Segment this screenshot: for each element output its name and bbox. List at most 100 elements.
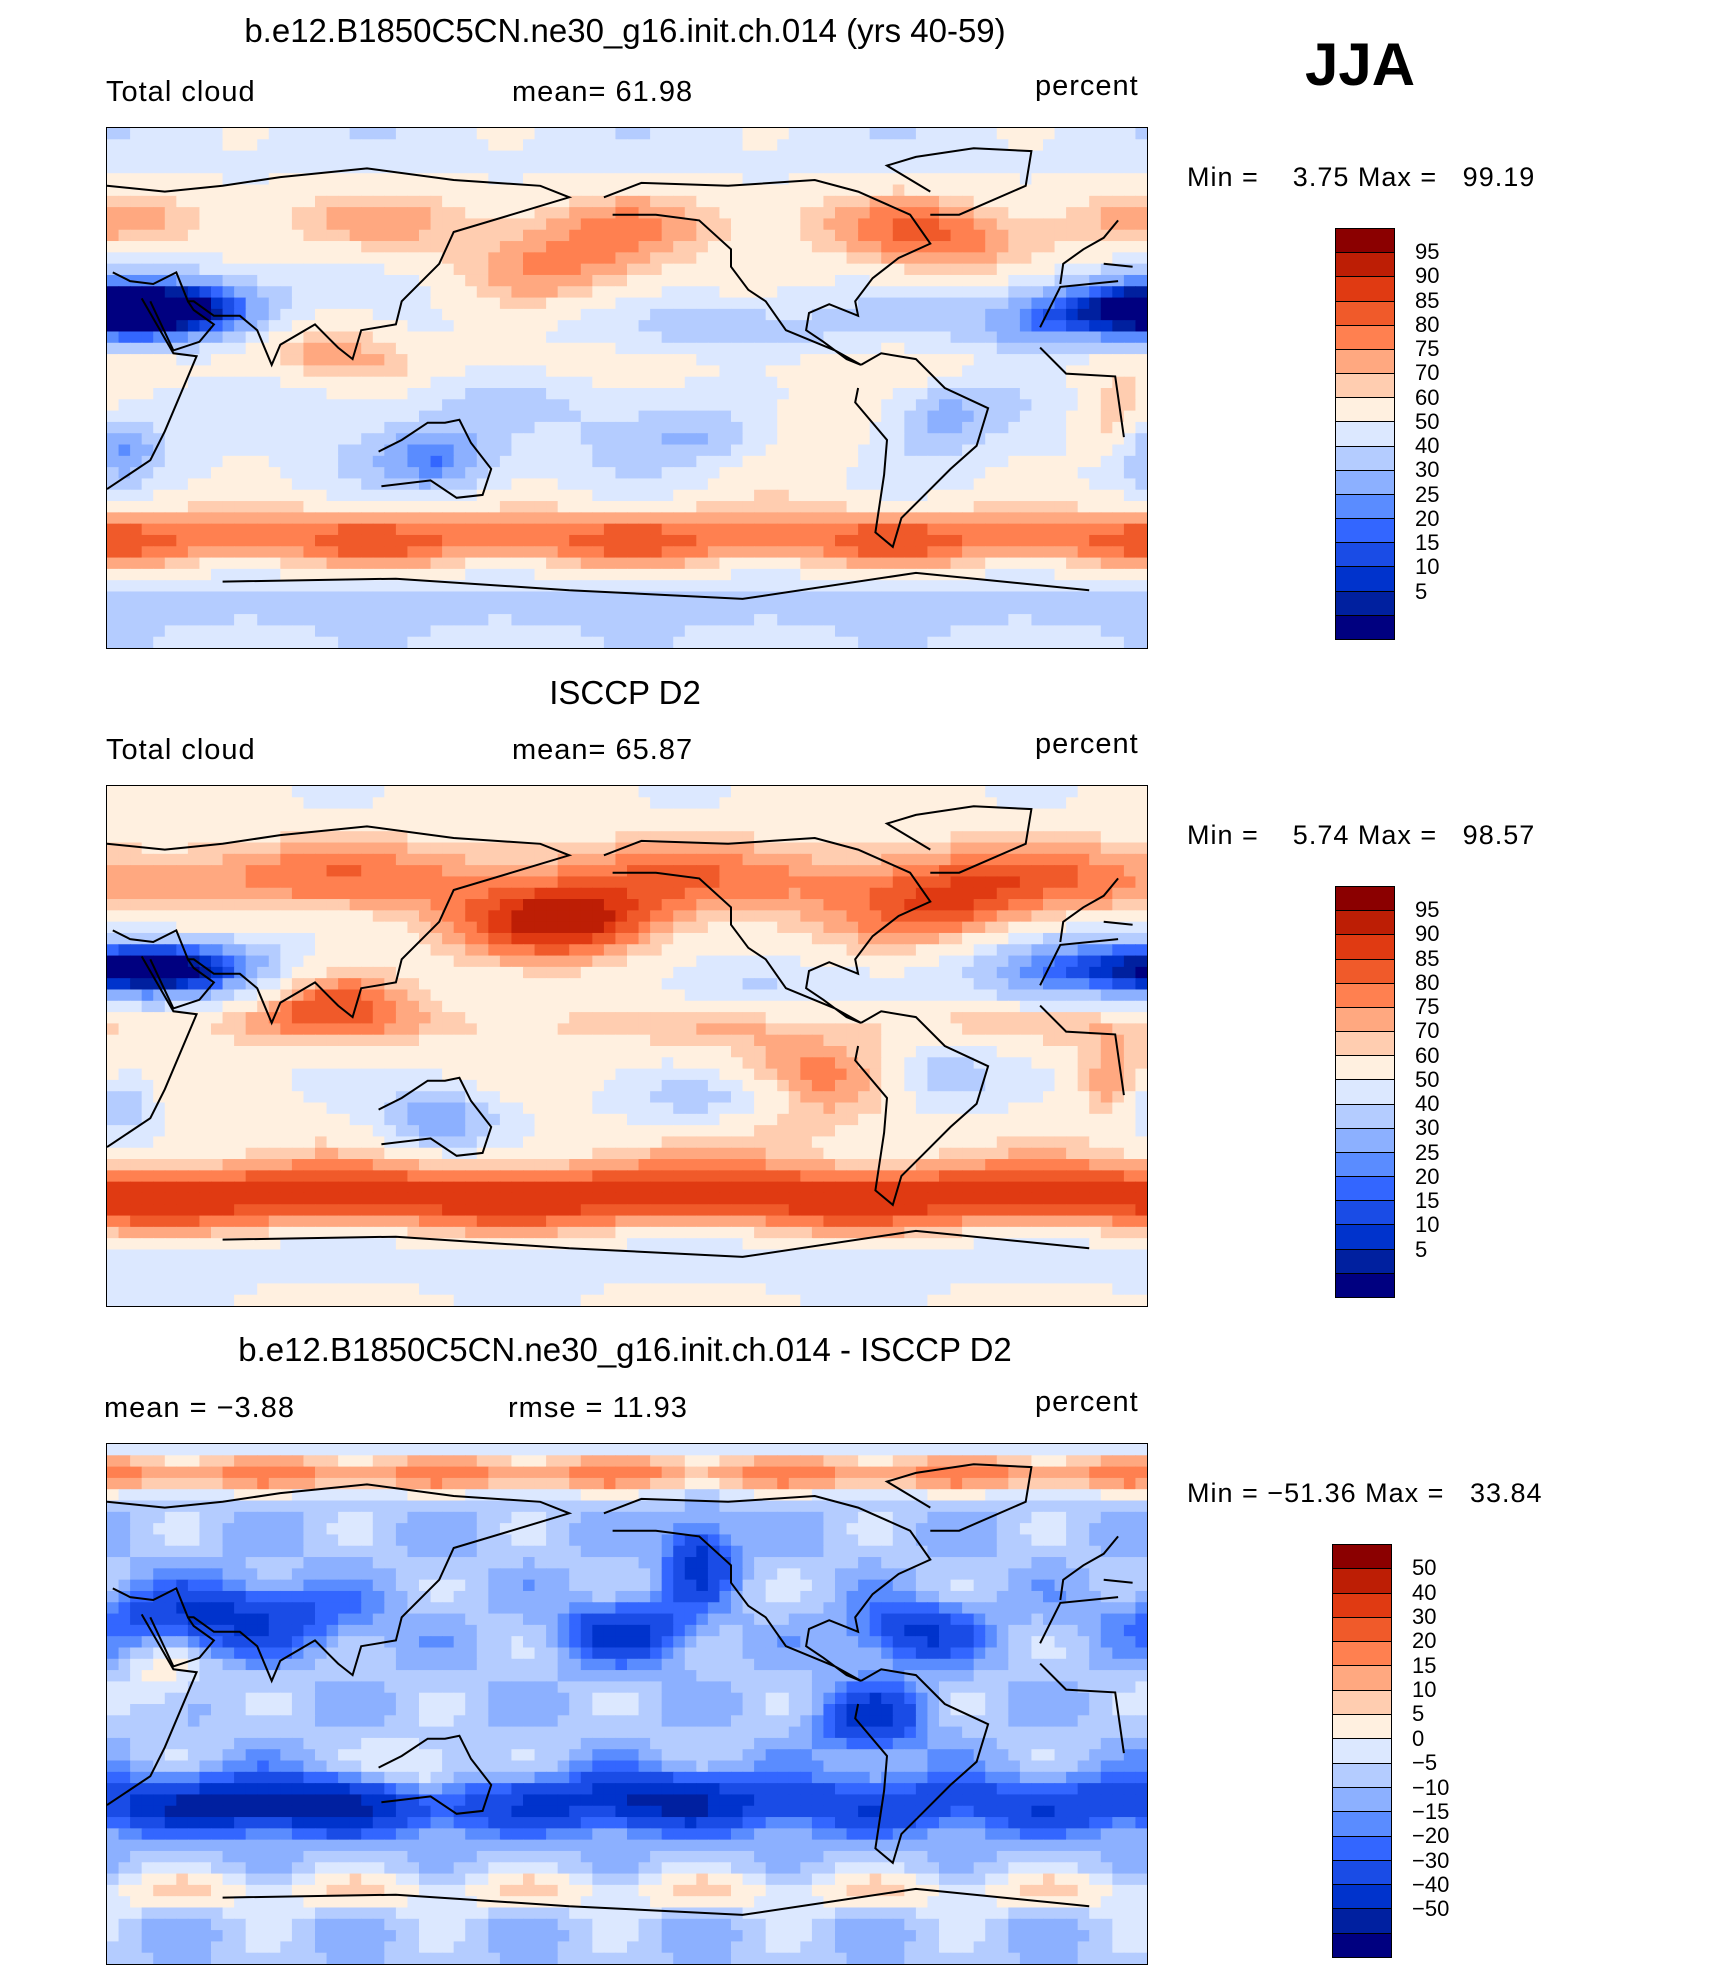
- contour-cell: [107, 614, 120, 626]
- contour-cell: [719, 478, 732, 491]
- contour-cell: [118, 421, 131, 434]
- contour-cell: [349, 797, 362, 810]
- contour-cell: [315, 636, 328, 648]
- contour-cell: [1019, 808, 1033, 821]
- contour-cell: [326, 808, 339, 821]
- contour-cell: [927, 444, 940, 457]
- contour-cell: [754, 512, 767, 525]
- contour-cell: [915, 523, 929, 536]
- contour-cell: [592, 534, 605, 547]
- contour-cell: [465, 297, 478, 310]
- contour-cell: [1043, 139, 1056, 152]
- contour-cell: [731, 455, 744, 468]
- contour-cell: [534, 534, 547, 547]
- contour-cell: [442, 354, 455, 366]
- contour-cell: [754, 557, 767, 570]
- contour-cell: [118, 797, 131, 810]
- contour-cell: [707, 139, 721, 152]
- contour-cell: [280, 591, 293, 604]
- contour-cell: [696, 173, 709, 186]
- contour-cell: [372, 297, 385, 310]
- contour-cell: [1123, 195, 1137, 208]
- contour-cell: [650, 546, 663, 559]
- contour-cell: [788, 252, 801, 265]
- contour-cell: [361, 831, 374, 844]
- contour-cell: [280, 501, 293, 513]
- contour-cell: [650, 139, 663, 152]
- contour-cell: [1123, 580, 1137, 593]
- contour-cell: [904, 444, 917, 457]
- contour-cell: [546, 297, 559, 310]
- contour-cell: [939, 523, 952, 536]
- contour-cell: [361, 399, 374, 412]
- contour-cell: [476, 365, 489, 378]
- contour-cell: [627, 808, 640, 821]
- contour-cell: [661, 546, 674, 559]
- contour-cell: [465, 263, 478, 276]
- contour-cell: [973, 455, 986, 468]
- contour-cell: [407, 331, 420, 344]
- contour-cell: [338, 819, 351, 832]
- contour-cell: [453, 173, 466, 186]
- contour-cell: [881, 865, 894, 878]
- contour-cell: [580, 819, 593, 832]
- contour-cell: [1135, 342, 1147, 355]
- contour-cell: [742, 819, 755, 832]
- contour-cell: [915, 625, 929, 638]
- contour-cell: [153, 546, 166, 559]
- contour-cell: [534, 388, 547, 400]
- contour-cell: [811, 433, 825, 446]
- contour-cell: [130, 591, 143, 604]
- contour-cell: [315, 501, 328, 513]
- contour-cell: [222, 331, 235, 344]
- contour-cell: [754, 365, 767, 378]
- contour-cell: [904, 218, 917, 231]
- contour-cell: [569, 150, 582, 163]
- contour-cell: [407, 354, 420, 366]
- contour-cell: [673, 218, 686, 231]
- contour-cell: [569, 602, 582, 615]
- contour-cell: [939, 263, 952, 276]
- contour-cell: [673, 808, 686, 821]
- contour-cell: [395, 591, 409, 604]
- contour-cell: [627, 534, 640, 547]
- contour-cell: [858, 218, 871, 231]
- contour-cell: [488, 331, 501, 344]
- contour-cell: [742, 433, 755, 446]
- contour-cell: [1054, 354, 1067, 366]
- contour-cell: [118, 218, 131, 231]
- contour-cell: [569, 376, 582, 389]
- contour-cell: [788, 865, 801, 878]
- contour-cell: [777, 128, 790, 140]
- contour-cell: [800, 523, 813, 536]
- contour-cell: [1019, 150, 1033, 163]
- contour-cell: [962, 354, 975, 366]
- contour-cell: [176, 320, 189, 333]
- contour-cell: [546, 139, 559, 152]
- contour-cell: [869, 128, 882, 140]
- contour-cell: [719, 842, 732, 855]
- contour-cell: [754, 478, 767, 491]
- contour-cell: [453, 602, 466, 615]
- contour-cell: [257, 625, 270, 638]
- contour-cell: [361, 421, 374, 434]
- contour-cell: [1066, 263, 1079, 276]
- contour-cell: [985, 354, 998, 366]
- contour-cell: [950, 512, 963, 525]
- contour-cell: [430, 150, 443, 163]
- contour-cell: [141, 286, 154, 299]
- contour-cell: [661, 320, 674, 333]
- contour-cell: [326, 274, 339, 287]
- contour-cell: [661, 342, 674, 355]
- contour-cell: [187, 286, 201, 299]
- contour-cell: [719, 534, 732, 547]
- contour-cell: [627, 150, 640, 163]
- contour-cell: [1135, 467, 1147, 480]
- contour-cell: [777, 218, 790, 231]
- contour-cell: [580, 128, 593, 140]
- contour-cell: [996, 161, 1009, 174]
- contour-cell: [985, 819, 998, 832]
- contour-cell: [1089, 602, 1102, 615]
- contour-cell: [130, 808, 143, 821]
- contour-cell: [638, 467, 651, 480]
